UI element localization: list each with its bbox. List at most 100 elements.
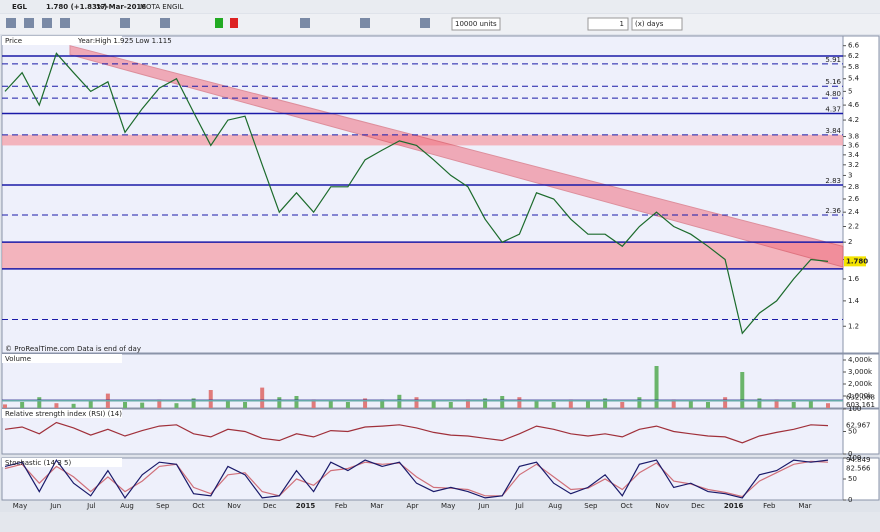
y-tick-label: 1.2: [848, 322, 859, 330]
rsi-line: [4, 421, 829, 444]
volume-average-label: 632,068: [846, 393, 875, 401]
volume-bar: [328, 400, 333, 408]
tool-icon[interactable]: [6, 18, 16, 28]
axis-bg: [842, 408, 880, 455]
panel-bg: [1, 353, 844, 409]
period-count: 1: [620, 20, 624, 28]
quantity-field[interactable]: [451, 17, 501, 31]
panel-header: [2, 354, 122, 363]
y-tick-label: 1.4: [848, 297, 860, 305]
tool-icon[interactable]: [160, 18, 170, 28]
volume-bar: [123, 402, 128, 408]
y-tick-label: 50: [848, 475, 857, 483]
title-bar: [0, 0, 880, 13]
volume-bar: [414, 397, 419, 408]
volume-bar: [740, 372, 745, 408]
period-unit: (x) days: [635, 20, 664, 28]
y-tick-label: 6.2: [848, 52, 859, 60]
x-tick-label: Nov: [227, 502, 241, 510]
symbol: EGL: [12, 3, 28, 11]
x-tick-label: Sep: [584, 502, 598, 510]
level-label: 5.91: [825, 56, 841, 64]
x-tick-label: Aug: [120, 502, 134, 510]
credit: © ProRealTime.com Data is end of day: [5, 345, 141, 353]
y-tick-label: 0: [848, 450, 852, 458]
volume-bar: [637, 397, 642, 408]
y-tick-label: 2.2: [848, 222, 859, 230]
x-tick-label: May: [441, 502, 455, 510]
y-tick-label: 2,000k: [848, 380, 873, 388]
x-tick-label: Jul: [514, 502, 524, 510]
period-unit-field[interactable]: [631, 17, 683, 31]
tool-icon[interactable]: [24, 18, 34, 28]
volume-bar: [3, 404, 7, 408]
x-tick-label: Sep: [156, 502, 170, 510]
volume-bar: [774, 399, 779, 408]
rsi-last: 62.967: [846, 422, 871, 430]
toolbar: [0, 14, 880, 34]
x-tick-label: Dec: [691, 502, 705, 510]
stoch-last: 82.566: [846, 464, 871, 472]
panel-bg: [1, 457, 844, 501]
volume-bar: [688, 400, 693, 408]
stoch-d-line: [4, 460, 829, 498]
volume-bar: [551, 402, 556, 408]
level-label: 3.84: [825, 127, 841, 135]
tool-icon[interactable]: [420, 18, 430, 28]
y-tick-label: 50: [848, 428, 857, 436]
x-tick-label: Oct: [621, 502, 633, 510]
volume-bar: [483, 398, 488, 408]
volume-bar: [431, 400, 436, 408]
y-tick-label: 3.4: [848, 151, 860, 159]
volume-bar: [20, 402, 25, 408]
buy-icon[interactable]: [215, 18, 223, 28]
y-tick-label: 2.8: [848, 183, 859, 191]
period-count-field[interactable]: [587, 17, 629, 31]
volume-bar: [37, 397, 42, 408]
volume-bar: [363, 398, 368, 408]
y-tick-label: 4,000k: [848, 356, 873, 364]
volume-bar: [808, 400, 813, 408]
x-tick-label: Jun: [49, 502, 61, 510]
volume-bar: [705, 402, 710, 408]
y-tick-label: 0: [848, 496, 852, 504]
sell-icon[interactable]: [230, 18, 238, 28]
y-tick-label: 3.8: [848, 133, 859, 141]
y-tick-label: 5: [848, 87, 852, 95]
panel-header: [2, 36, 122, 45]
volume-bar: [225, 400, 230, 408]
y-tick-label: 2: [848, 238, 852, 246]
volume-bar: [791, 402, 796, 408]
tool-icon[interactable]: [120, 18, 130, 28]
tool-icon[interactable]: [300, 18, 310, 28]
toolbar-icons[interactable]: [6, 18, 430, 28]
tool-icon[interactable]: [60, 18, 70, 28]
volume-bar: [517, 397, 522, 408]
x-tick-label: May: [13, 502, 27, 510]
volume-bar: [71, 403, 76, 408]
volume-average-label: 603,161: [846, 401, 875, 409]
volume-bar: [380, 399, 385, 408]
volume-bar: [140, 402, 145, 408]
tool-icon[interactable]: [42, 18, 52, 28]
year-info: Year:High 1.925 Low 1.115: [77, 37, 172, 45]
volume-bar: [620, 402, 625, 408]
volume-bar: [157, 399, 162, 408]
panel-header: [2, 458, 122, 467]
scroll-bar[interactable]: [0, 512, 880, 532]
level-label: 4.37: [825, 106, 841, 114]
volume-bar: [826, 403, 830, 408]
x-tick-label: Apr: [406, 502, 418, 510]
date: 17-Mar-2016: [96, 3, 146, 11]
y-tick-label: 1,000k: [848, 392, 873, 400]
price-line: [4, 52, 829, 335]
y-tick-label: 3.6: [848, 141, 860, 149]
volume-bar: [448, 402, 453, 408]
y-tick-label: 6.6: [848, 42, 860, 50]
panel-header: [2, 409, 122, 418]
panel-bg: [1, 408, 844, 455]
y-tick-label: 4.6: [848, 101, 860, 109]
tool-icon[interactable]: [360, 18, 370, 28]
quantity: 10000 units: [455, 20, 497, 28]
level-label: 4.80: [825, 90, 841, 98]
